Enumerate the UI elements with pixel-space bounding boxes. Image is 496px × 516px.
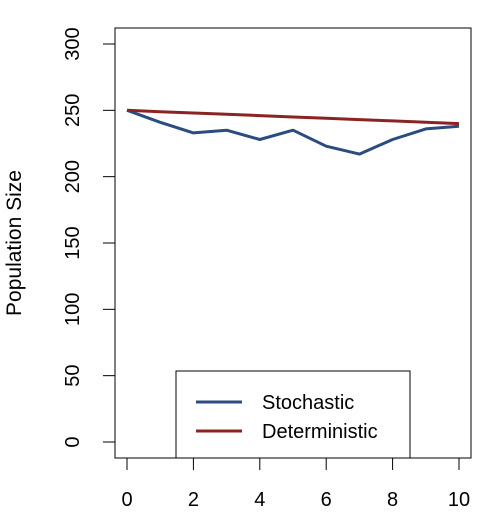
series-line-stochastic bbox=[126, 108, 460, 156]
series-line-deterministic bbox=[126, 108, 460, 126]
legend-box bbox=[175, 370, 411, 459]
x-tick-label: 8 bbox=[387, 489, 398, 511]
x-tick-label: 0 bbox=[121, 489, 132, 511]
x-tick-label: 2 bbox=[188, 489, 199, 511]
y-tick-label: 0 bbox=[62, 436, 84, 447]
x-axis: 0 2 4 6 8 10 bbox=[121, 457, 470, 511]
x-tick-label: 6 bbox=[321, 489, 332, 511]
legend: Stochastic Deterministic bbox=[175, 370, 411, 459]
x-tick-label: 4 bbox=[254, 489, 265, 511]
x-tick-label: 10 bbox=[448, 489, 470, 511]
y-axis-title: Population Size bbox=[3, 170, 26, 316]
series-layer bbox=[126, 108, 460, 156]
y-tick-label: 100 bbox=[62, 293, 84, 326]
y-tick-label: 200 bbox=[62, 160, 84, 193]
y-tick-label: 250 bbox=[62, 94, 84, 127]
y-tick-label: 150 bbox=[62, 226, 84, 259]
y-axis: 0 50 100 150 200 250 300 bbox=[62, 27, 116, 448]
legend-label-stochastic: Stochastic bbox=[262, 392, 354, 414]
y-tick-label: 50 bbox=[62, 365, 84, 387]
y-tick-label: 300 bbox=[62, 27, 84, 60]
legend-label-deterministic: Deterministic bbox=[262, 421, 378, 443]
